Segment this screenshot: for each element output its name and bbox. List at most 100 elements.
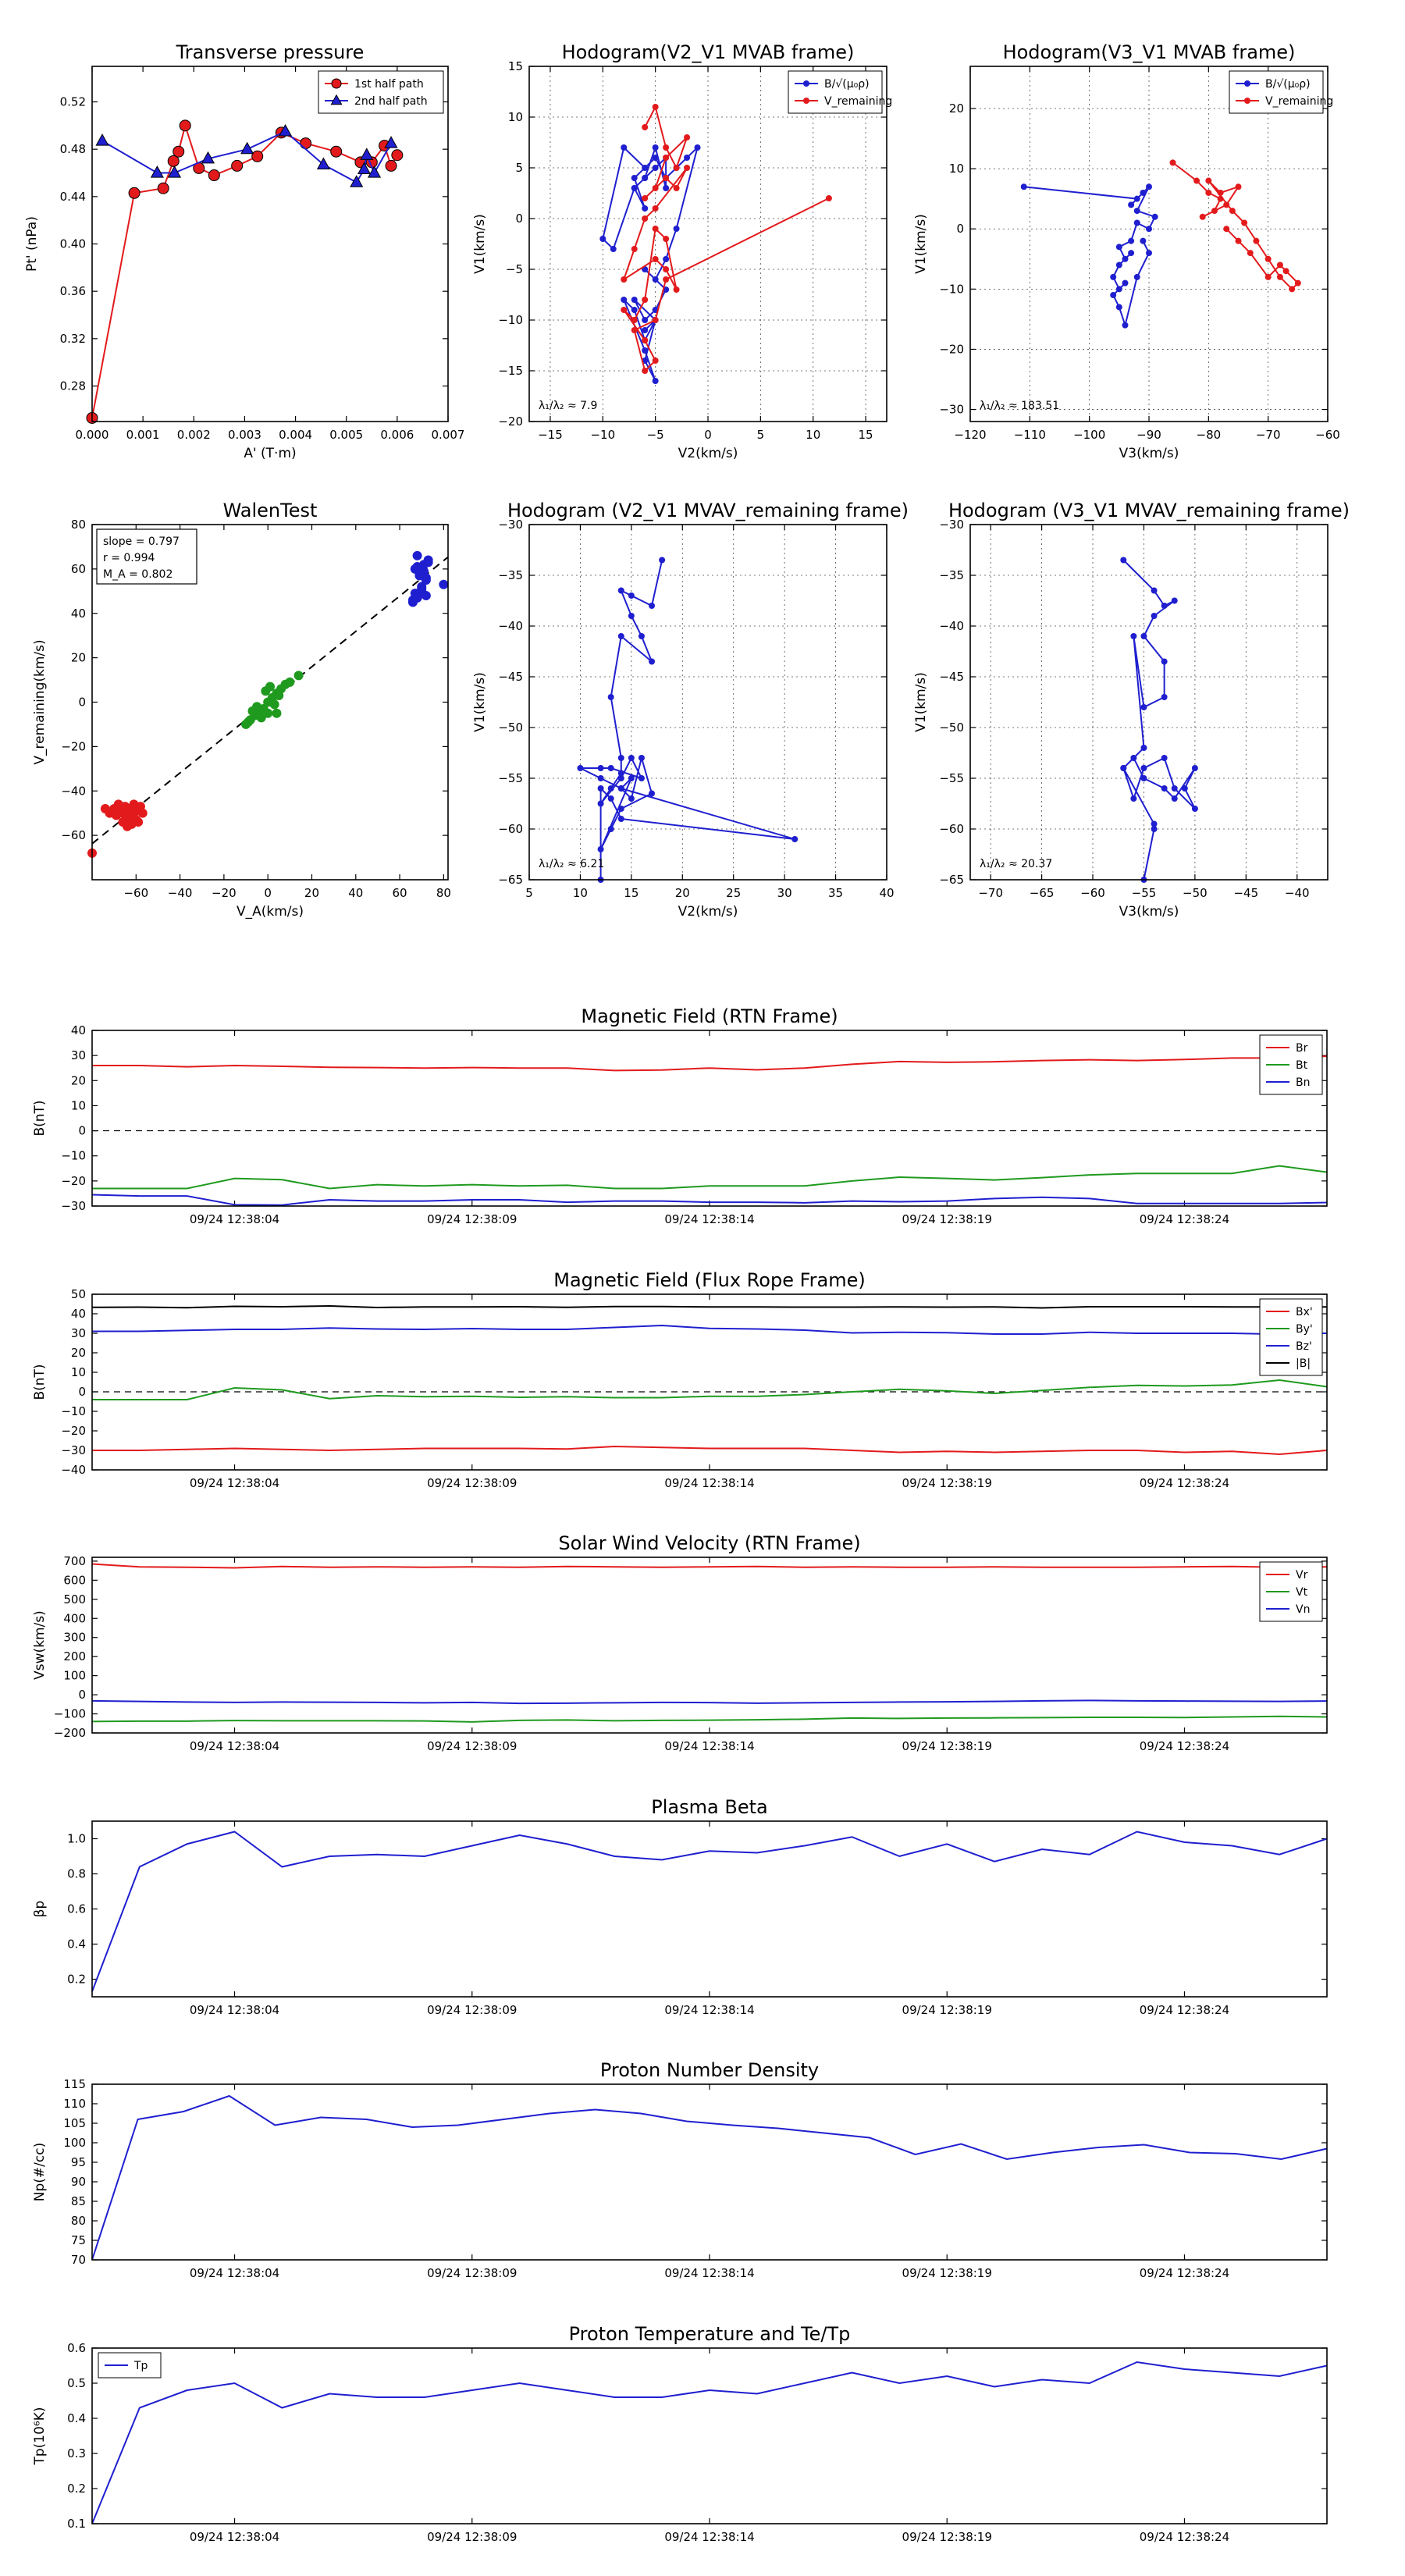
y-tick-label: −30 <box>939 518 964 532</box>
data-point <box>231 159 244 172</box>
y-tick-label: −30 <box>61 1199 86 1213</box>
x-tick-label: 09/24 12:38:24 <box>1140 1739 1229 1753</box>
chart-title: Hodogram(V2_V1 MVAB frame) <box>562 41 855 63</box>
data-point <box>1205 177 1212 184</box>
data-point <box>652 276 659 283</box>
y-tick-label: −20 <box>61 1424 86 1438</box>
legend-marker <box>331 78 342 89</box>
legend-label: By' <box>1296 1323 1313 1336</box>
data-point <box>617 770 624 777</box>
x-tick-label: 09/24 12:38:04 <box>190 2530 279 2544</box>
plot-frame <box>91 66 449 422</box>
data-point <box>684 134 691 141</box>
data-point-bz <box>421 573 431 583</box>
y-axis-label: Pt' (nPa) <box>24 216 40 272</box>
data-point <box>652 155 659 161</box>
y-tick-label: −20 <box>61 1174 86 1188</box>
y-tick-label: −20 <box>939 342 964 356</box>
y-axis-label: V1(km/s) <box>472 672 488 732</box>
data-point-bz <box>421 591 431 600</box>
chart-bfield: 09/24 12:38:04 09/24 12:38:09 09/24 12:38:… <box>32 1005 1328 1226</box>
plot-frame <box>91 1030 1328 1207</box>
data-point <box>617 633 624 639</box>
plot-frame <box>91 524 449 881</box>
data-point <box>638 633 645 639</box>
data-point <box>663 266 670 272</box>
legend-label: Bz' <box>1296 1340 1312 1353</box>
y-tick-label: 0.48 <box>60 142 86 156</box>
data-point-bx <box>123 821 133 831</box>
chart-tp2: 09/24 12:38:04 09/24 12:38:09 09/24 12:38:… <box>32 2323 1328 2544</box>
data-point <box>597 800 604 807</box>
chart-walen: −60 −40 −20 0 20 40 60 80 −60 −40 −20 0 20 40 60 80 Wale… <box>32 500 451 920</box>
y-axis-label: V_remaining(km/s) <box>32 639 48 764</box>
x-tick-label: 5 <box>525 886 533 900</box>
data-point <box>617 775 624 781</box>
data-point <box>1130 755 1137 761</box>
series-line-tp <box>91 2361 1328 2524</box>
x-tick-label: 5 <box>757 428 765 442</box>
y-tick-label: −200 <box>54 1726 86 1740</box>
y-tick-label: −30 <box>939 403 964 417</box>
y-tick-label: −35 <box>939 568 964 582</box>
data-point <box>628 775 635 781</box>
data-point <box>1223 201 1230 208</box>
y-tick-label: 0.44 <box>60 190 86 204</box>
data-point <box>1140 704 1147 710</box>
legend-label: Bx' <box>1296 1306 1313 1318</box>
data-point <box>1120 557 1127 564</box>
x-tick-label: 09/24 12:38:09 <box>427 2530 517 2544</box>
x-tick-label: 09/24 12:38:09 <box>427 1212 517 1226</box>
y-tick-label: −100 <box>54 1707 86 1721</box>
y-tick-label: 0 <box>78 696 86 710</box>
y-tick-label: 10 <box>949 162 964 176</box>
data-point <box>610 246 617 252</box>
y-tick-label: 60 <box>71 562 86 576</box>
y-tick-label: 115 <box>63 2077 86 2091</box>
legend-label: Tp <box>133 2360 148 2372</box>
x-tick-label: 09/24 12:38:04 <box>190 1476 279 1490</box>
series-line-beta <box>91 1831 1328 1992</box>
y-tick-label: 5 <box>515 161 523 175</box>
y-tick-label: 110 <box>63 2097 86 2111</box>
data-point <box>663 236 670 242</box>
data-point <box>649 790 656 797</box>
data-point-bx <box>133 817 144 827</box>
data-point <box>1140 189 1147 196</box>
data-point <box>384 136 398 148</box>
chart-title: Magnetic Field (RTN Frame) <box>581 1005 838 1027</box>
y-tick-label: 30 <box>71 1048 86 1062</box>
chart-hodo4: −70 −65 −60 −55 −50 −45 −40 −65 −60 −55 −50 −45 −40 −… <box>913 500 1350 920</box>
y-tick-label: −5 <box>506 262 523 276</box>
y-tick-label: −20 <box>498 415 523 429</box>
y-tick-label: 10 <box>508 110 523 124</box>
y-tick-label: −60 <box>498 822 523 836</box>
y-tick-label: −40 <box>939 619 964 633</box>
data-point <box>1171 795 1178 802</box>
y-tick-label: 400 <box>63 1611 86 1625</box>
y-axis-label: V1(km/s) <box>913 214 929 274</box>
legend-label: Vt <box>1296 1586 1308 1599</box>
data-point-by <box>247 706 258 716</box>
data-point <box>607 785 614 792</box>
data-point <box>673 286 680 293</box>
y-axis-label: Tp(10⁶K) <box>32 2407 48 2465</box>
data-point <box>621 144 628 151</box>
data-point <box>1133 273 1140 280</box>
data-point <box>642 205 649 212</box>
y-axis-label: βp <box>32 1901 48 1918</box>
y-tick-label: 0.6 <box>67 1902 86 1916</box>
data-point <box>157 182 169 194</box>
data-point <box>1140 765 1147 771</box>
data-point <box>1133 195 1140 202</box>
x-axis-label: V2(km/s) <box>678 446 738 461</box>
x-tick-label: −90 <box>1136 428 1161 442</box>
legend-marker <box>330 94 343 105</box>
x-tick-label: 0.004 <box>279 428 312 442</box>
x-tick-label: −45 <box>1233 886 1258 900</box>
data-point <box>201 151 215 164</box>
data-point <box>1211 208 1218 215</box>
data-point <box>1128 237 1135 244</box>
x-tick-label: 09/24 12:38:19 <box>902 1212 992 1226</box>
data-point <box>642 175 649 181</box>
